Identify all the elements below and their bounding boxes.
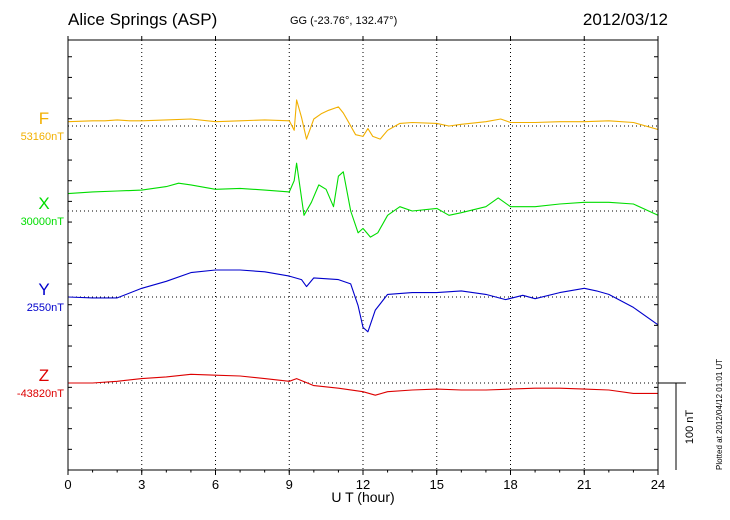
series-name-y: Y: [38, 280, 49, 299]
x-tick-label: 6: [212, 477, 219, 492]
series-baseline-y: 2550nT: [27, 302, 65, 314]
series-name-x: X: [38, 194, 49, 213]
station-coordinates: GG (-23.76°, 132.47°): [290, 15, 398, 27]
x-tick-label: 9: [286, 477, 293, 492]
x-tick-label: 0: [64, 477, 71, 492]
station-title: Alice Springs (ASP): [68, 10, 218, 29]
scale-bar-label: 100 nT: [684, 410, 696, 445]
x-tick-label: 3: [138, 477, 145, 492]
grid-layer: [68, 40, 658, 470]
series-baseline-x: 30000nT: [21, 216, 65, 228]
series-baseline-z: -43820nT: [17, 388, 64, 400]
x-tick-label: 21: [577, 477, 591, 492]
scale-bar: 100 nT: [658, 382, 696, 470]
series-line-f: [67, 99, 659, 140]
x-tick-label: 24: [651, 477, 665, 492]
tick-layer: 0 3 6 9 12 15 18 21 24: [64, 36, 665, 492]
x-tick-label: 18: [503, 477, 517, 492]
series-line-x: [67, 162, 659, 238]
x-tick-label: 12: [356, 477, 370, 492]
series-line-z: [68, 373, 658, 396]
x-tick-label: 15: [430, 477, 444, 492]
chart-date: 2012/03/12: [582, 10, 668, 29]
series-line-y: [67, 269, 659, 333]
series-layer: F 53160nT X 30000nT Y 2550nT Z -43820nT: [17, 99, 659, 400]
series-name-z: Z: [39, 366, 49, 385]
x-axis-label: U T (hour): [331, 489, 394, 505]
series-baseline-f: 53160nT: [21, 131, 65, 143]
series-name-f: F: [39, 109, 49, 128]
